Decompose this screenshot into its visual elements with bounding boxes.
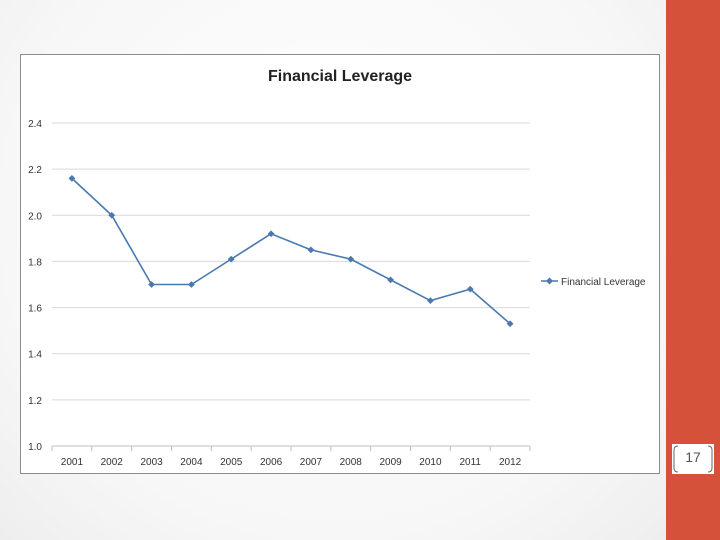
- data-point: [227, 255, 235, 263]
- x-tick-label: 2007: [300, 457, 323, 468]
- data-point: [267, 230, 275, 238]
- x-tick-label: 2003: [140, 457, 163, 468]
- x-tick-label: 2001: [61, 457, 84, 468]
- y-axis: 1.0 1.2 1.4 1.6 1.8 2.0 2.2 2.4: [28, 119, 42, 453]
- y-tick-label: 2.0: [28, 211, 42, 222]
- x-tick-label: 2005: [220, 457, 243, 468]
- chart-frame: [20, 54, 660, 474]
- x-tick-label: 2011: [459, 457, 481, 468]
- legend: Financial Leverage: [541, 277, 646, 288]
- x-axis: 2001 2002 2003 2004 2005 2006 2007 2008 2009 2010…: [51, 446, 531, 468]
- series-line: [71, 177, 511, 325]
- data-point: [188, 281, 195, 288]
- data-point: [347, 255, 355, 263]
- y-tick-label: 1.2: [28, 396, 42, 407]
- page-number: 17: [685, 449, 701, 465]
- y-tick-label: 1.0: [28, 442, 42, 453]
- page-number-badge: [672, 444, 714, 474]
- data-point: [427, 297, 434, 305]
- y-tick-label: 1.4: [28, 350, 42, 361]
- data-point: [108, 211, 116, 219]
- data-point: [148, 281, 155, 288]
- x-tick-label: 2009: [379, 457, 402, 468]
- y-tick-label: 1.6: [28, 304, 42, 315]
- x-tick-label: 2012: [499, 457, 522, 468]
- x-tick-label: 2004: [180, 457, 203, 468]
- chart-title: Financial Leverage: [268, 68, 412, 85]
- x-tick-label: 2010: [419, 457, 442, 468]
- y-tick-label: 1.8: [28, 257, 42, 268]
- data-point: [68, 174, 76, 182]
- data-point: [466, 285, 474, 293]
- data-point: [387, 276, 394, 284]
- gridlines: [52, 122, 530, 447]
- series-layer: [68, 174, 514, 328]
- data-point: [307, 246, 315, 254]
- x-tick-label: 2002: [101, 457, 124, 468]
- x-tick-label: 2008: [340, 457, 363, 468]
- y-tick-label: 2.2: [28, 165, 42, 176]
- x-tick-label: 2006: [260, 457, 283, 468]
- legend-diamond-marker: [546, 277, 553, 285]
- legend-label: Financial Leverage: [561, 277, 646, 288]
- y-tick-label: 2.4: [28, 119, 42, 130]
- data-point: [506, 320, 514, 328]
